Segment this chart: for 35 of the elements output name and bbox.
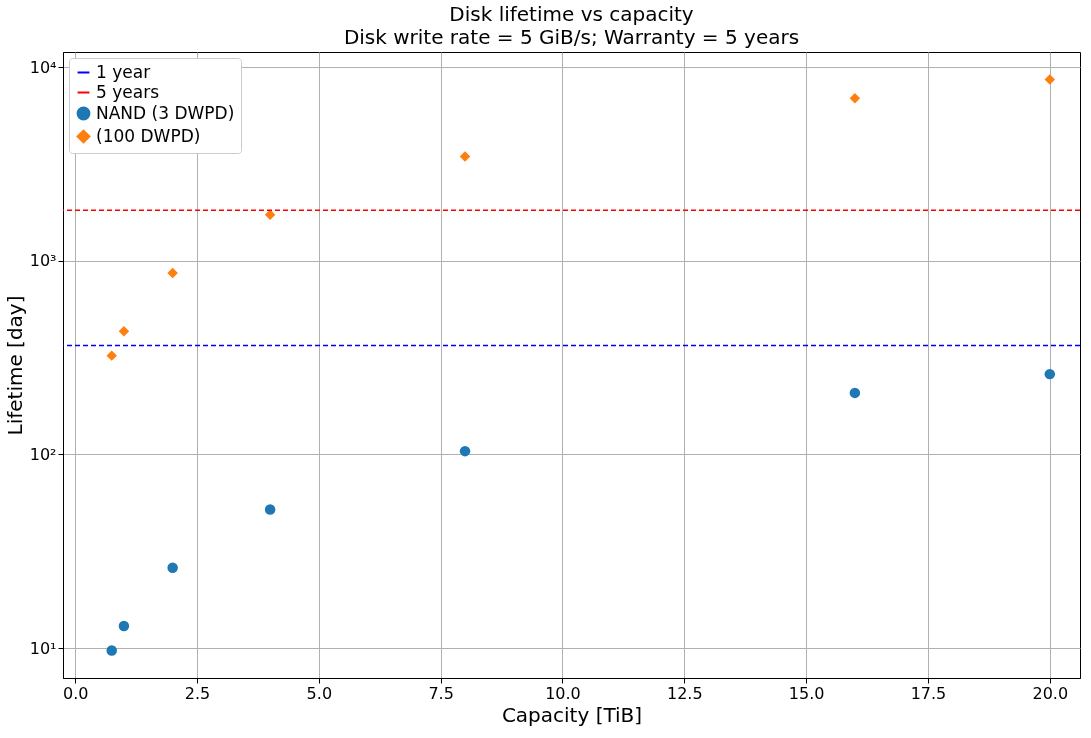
x-tick-label: 10.0	[545, 683, 581, 703]
x-tick-label: 2.5	[184, 683, 211, 703]
y-tick-label: 10⁴	[29, 57, 57, 77]
point	[167, 562, 178, 573]
x-tick-label: 12.5	[667, 683, 703, 703]
y-axis-title: Lifetime [day]	[2, 295, 27, 436]
point	[459, 445, 471, 457]
y-tick-label: 10¹	[29, 638, 57, 658]
point	[1044, 74, 1056, 85]
y-tick-label: 10³	[29, 251, 57, 271]
point	[106, 350, 117, 361]
point	[264, 504, 276, 515]
x-tick-label: 0.0	[62, 683, 89, 703]
x-tick-label: 15.0	[788, 683, 825, 703]
point	[264, 209, 276, 221]
point	[118, 620, 130, 632]
point	[167, 267, 178, 279]
x-tick-label: 20.0	[1032, 683, 1069, 703]
legend-label: NAND (3 DWPD)	[96, 102, 235, 123]
point	[849, 387, 861, 399]
point	[1044, 368, 1056, 380]
point	[106, 645, 117, 656]
chart-title: Disk lifetime vs capacity	[449, 2, 694, 26]
x-tick-label: 7.5	[428, 683, 454, 703]
x-axis-title: Capacity [TiB]	[501, 702, 643, 727]
x-tick-label: 5.0	[306, 683, 333, 703]
y-tick-label: 10²	[29, 444, 57, 464]
legend-label: 1 year	[96, 61, 151, 82]
chart-subtitle: Disk write rate = 5 GiB/s; Warranty = 5 years	[343, 25, 800, 49]
legend-label: (100 DWPD)	[96, 125, 201, 146]
legend-label: 5 years	[96, 81, 160, 102]
point	[118, 326, 130, 337]
x-tick-label: 17.5	[910, 683, 947, 703]
point	[459, 151, 471, 162]
point	[849, 93, 861, 104]
